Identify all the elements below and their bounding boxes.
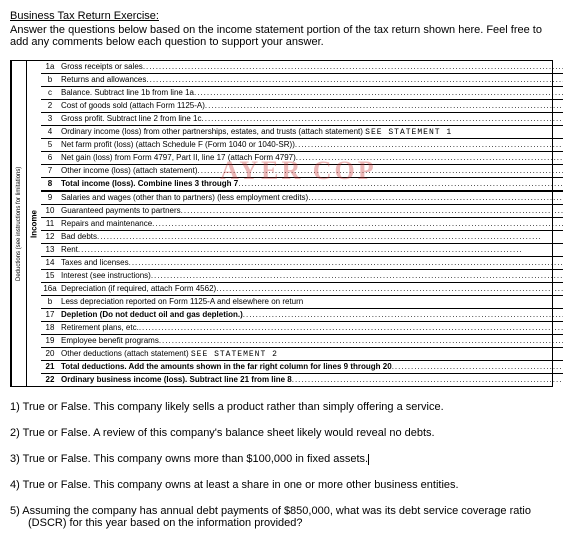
- deductions-side-label: Deductions (see instructions for limitat…: [11, 61, 26, 386]
- question-4: 4) True or False. This company owns at l…: [10, 479, 553, 491]
- line-18: 18 Retirement plans, etc. 18: [41, 322, 563, 335]
- line-16b: b Less depreciation reported on Form 112…: [41, 296, 563, 309]
- line-22: 22 Ordinary business income (loss). Subt…: [41, 374, 563, 386]
- question-5: 5) Assuming the company has annual debt …: [10, 505, 553, 529]
- line-1a: 1a Gross receipts or sales 1a 3,092,427: [41, 61, 563, 74]
- line-9: 9 Salaries and wages (other than to part…: [41, 192, 563, 205]
- line-6: 6 Net gain (loss) from Form 4797, Part I…: [41, 152, 563, 165]
- line-13: 13 Rent 13: [41, 244, 563, 257]
- line-8: 8 Total income (loss). Combine lines 3 t…: [41, 178, 563, 192]
- line-21: 21 Total deductions. Add the amounts sho…: [41, 361, 563, 374]
- form-body: 1a Gross receipts or sales 1a 3,092,427 …: [41, 61, 563, 386]
- question-2: 2) True or False. A review of this compa…: [10, 427, 553, 439]
- line-19: 19 Employee benefit programs 19: [41, 335, 563, 348]
- line-1b: b Returns and allowances 1b: [41, 74, 563, 87]
- line-3: 3 Gross profit. Subtract line 2 from lin…: [41, 113, 563, 126]
- page-title: Business Tax Return Exercise:: [10, 10, 553, 22]
- line-10: 10 Guaranteed payments to partners 10: [41, 205, 563, 218]
- line-7: 7 Other income (loss) (attach statement)…: [41, 165, 563, 178]
- line-17: 17 Depletion (Do not deduct oil and gas …: [41, 309, 563, 322]
- line-11: 11 Repairs and maintenance 11 135,953: [41, 218, 563, 231]
- tax-form: AYER COP Deductions (see instructions fo…: [10, 60, 553, 387]
- text-cursor: [368, 454, 369, 465]
- income-side-label: Income: [26, 61, 41, 386]
- line-2: 2 Cost of goods sold (attach Form 1125-A…: [41, 100, 563, 113]
- line-4: 4 Ordinary income (loss) from other part…: [41, 126, 563, 139]
- line-20: 20 Other deductions (attach statement) S…: [41, 348, 563, 361]
- questions: 1) True or False. This company likely se…: [10, 401, 553, 529]
- line-16a: 16a Depreciation (if required, attach Fo…: [41, 283, 563, 296]
- line-14: 14 Taxes and licenses 14 76,662: [41, 257, 563, 270]
- line-12: 12 Bad debts 12: [41, 231, 563, 244]
- line-15: 15 Interest (see instructions) 15 176,09…: [41, 270, 563, 283]
- question-3: 3) True or False. This company owns more…: [10, 453, 553, 465]
- line-5: 5 Net farm profit (loss) (attach Schedul…: [41, 139, 563, 152]
- question-1: 1) True or False. This company likely se…: [10, 401, 553, 413]
- page-instructions: Answer the questions below based on the …: [10, 24, 553, 48]
- line-1c: c Balance. Subtract line 1b from line 1a…: [41, 87, 563, 100]
